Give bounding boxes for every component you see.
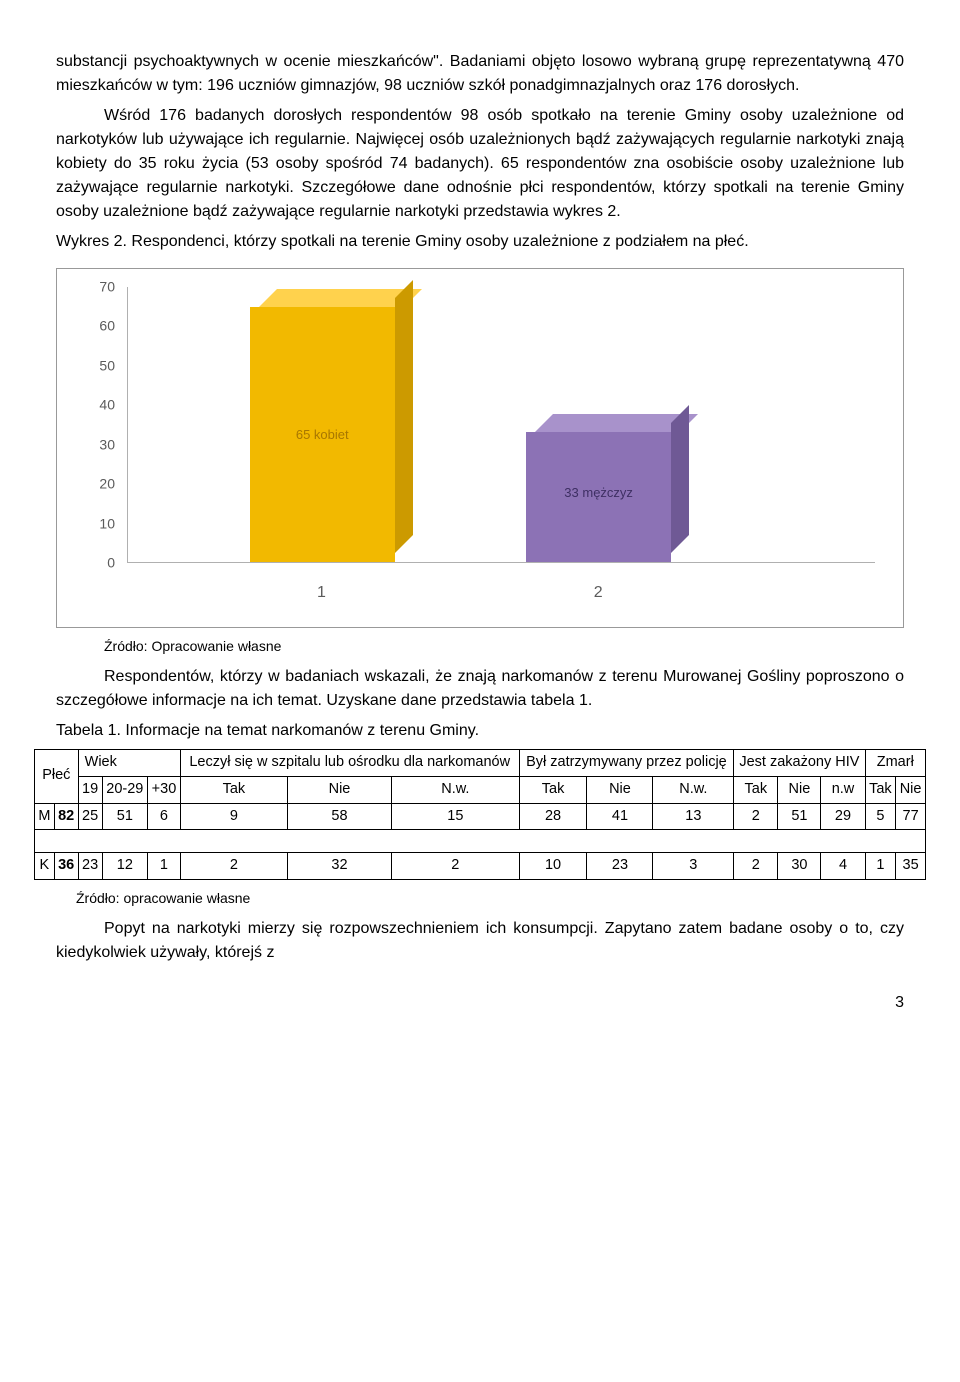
- cell: 77: [896, 803, 926, 830]
- th-zatrz-nie: Nie: [587, 776, 653, 803]
- cell: 12: [102, 853, 148, 880]
- cell: 29: [821, 803, 865, 830]
- page-number: 3: [56, 991, 904, 1015]
- chart-bar: 65 kobiet: [250, 307, 395, 562]
- th-leczyl-nie: Nie: [287, 776, 391, 803]
- paragraph-2: Wśród 176 badanych dorosłych respondentó…: [56, 104, 904, 224]
- x-tick-label: 2: [594, 581, 603, 605]
- y-tick-label: 30: [99, 434, 115, 455]
- cell: 15: [392, 803, 520, 830]
- th-hiv-nie: Nie: [778, 776, 821, 803]
- cell: 51: [778, 803, 821, 830]
- paragraph-1: substancji psychoaktywnych w ocenie mies…: [56, 50, 904, 98]
- plot-area: 65 kobiet 33 mężczyz: [127, 287, 875, 563]
- cell: 2: [180, 853, 287, 880]
- y-tick-label: 10: [99, 513, 115, 534]
- bar-label: 65 kobiet: [296, 425, 349, 445]
- table-header-row-1: Płeć Wiek Leczył się w szpitalu lub ośro…: [35, 750, 926, 777]
- x-axis: 12: [127, 569, 875, 613]
- th-leczyl-tak: Tak: [180, 776, 287, 803]
- paragraph-6: Popyt na narkotyki mierzy się rozpowszec…: [56, 917, 904, 965]
- cell: 2: [734, 853, 778, 880]
- th-wiek-2: 20-29: [102, 776, 148, 803]
- cell: 2: [734, 803, 778, 830]
- data-table: Płeć Wiek Leczył się w szpitalu lub ośro…: [34, 749, 926, 880]
- table-row: M82255169581528411325129577: [35, 803, 926, 830]
- cell: 1: [148, 853, 181, 880]
- th-hiv-tak: Tak: [734, 776, 778, 803]
- th-zmarl: Zmarł: [865, 750, 925, 777]
- cell: 9: [180, 803, 287, 830]
- cell: 5: [865, 803, 896, 830]
- cell: 13: [653, 803, 734, 830]
- paragraph-4: Respondentów, którzy w badaniach wskazal…: [56, 665, 904, 713]
- y-tick-label: 0: [107, 553, 115, 574]
- bar-chart: 010203040506070 65 kobiet33 mężczyz 12: [56, 268, 904, 628]
- cell: 28: [519, 803, 587, 830]
- table-row: K36231212322102332304135: [35, 853, 926, 880]
- table-title: Tabela 1. Informacje na temat narkomanów…: [56, 719, 904, 743]
- x-tick-label: 1: [317, 581, 326, 605]
- th-hiv: Jest zakażony HIV: [734, 750, 865, 777]
- th-plec: Płeć: [35, 750, 79, 804]
- th-zatrz-tak: Tak: [519, 776, 587, 803]
- cell-count: 82: [54, 803, 78, 830]
- cell: 3: [653, 853, 734, 880]
- chart-bar: 33 mężczyz: [526, 432, 671, 562]
- th-leczyl: Leczył się w szpitalu lub ośrodku dla na…: [180, 750, 519, 777]
- cell-count: 36: [54, 853, 78, 880]
- y-tick-label: 20: [99, 474, 115, 495]
- cell: 4: [821, 853, 865, 880]
- y-axis: 010203040506070: [71, 287, 121, 563]
- cell: 41: [587, 803, 653, 830]
- cell: 2: [392, 853, 520, 880]
- th-wiek-3: +30: [148, 776, 181, 803]
- cell: 23: [78, 853, 102, 880]
- y-tick-label: 50: [99, 355, 115, 376]
- th-hiv-nw: n.w: [821, 776, 865, 803]
- cell: 23: [587, 853, 653, 880]
- th-zmarl-tak: Tak: [865, 776, 896, 803]
- table-header-row-2: 19 20-29 +30 Tak Nie N.w. Tak Nie N.w. T…: [35, 776, 926, 803]
- cell: 1: [865, 853, 896, 880]
- th-zatrzymany: Był zatrzymywany przez policję: [519, 750, 734, 777]
- cell: 32: [287, 853, 391, 880]
- table-body: M82255169581528411325129577 K36231212322…: [35, 803, 926, 879]
- table-spacer-row: [35, 830, 926, 853]
- chart-source: Źródło: Opracowanie własne: [104, 636, 904, 657]
- cell-plec: M: [35, 803, 55, 830]
- th-wiek: Wiek: [78, 750, 180, 777]
- y-tick-label: 70: [99, 277, 115, 298]
- cell: 58: [287, 803, 391, 830]
- cell-plec: K: [35, 853, 55, 880]
- bar-label: 33 mężczyz: [564, 483, 633, 503]
- y-tick-label: 40: [99, 395, 115, 416]
- table-source: Źródło: opracowanie własne: [76, 888, 904, 909]
- th-leczyl-nw: N.w.: [392, 776, 520, 803]
- y-tick-label: 60: [99, 316, 115, 337]
- cell: 51: [102, 803, 148, 830]
- cell: 35: [896, 853, 926, 880]
- cell: 25: [78, 803, 102, 830]
- chart-title: Wykres 2. Respondenci, którzy spotkali n…: [56, 230, 904, 254]
- cell: 30: [778, 853, 821, 880]
- th-zmarl-nie: Nie: [896, 776, 926, 803]
- th-wiek-1: 19: [78, 776, 102, 803]
- cell: 6: [148, 803, 181, 830]
- cell: 10: [519, 853, 587, 880]
- th-zatrz-nw: N.w.: [653, 776, 734, 803]
